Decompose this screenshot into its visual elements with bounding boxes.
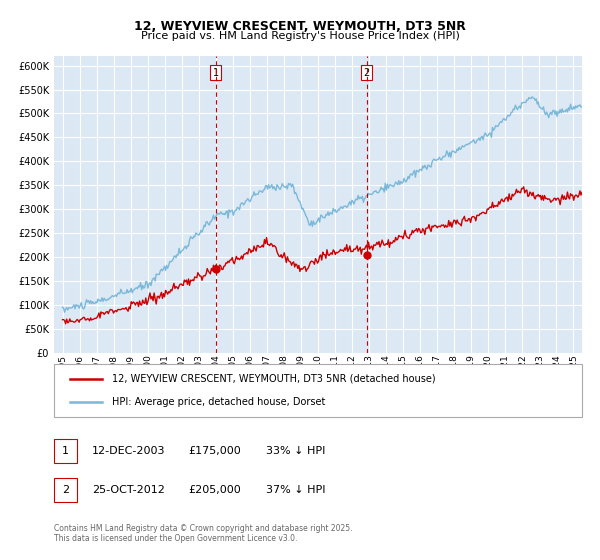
Text: 12, WEYVIEW CRESCENT, WEYMOUTH, DT3 5NR: 12, WEYVIEW CRESCENT, WEYMOUTH, DT3 5NR (134, 20, 466, 32)
Text: 25-OCT-2012: 25-OCT-2012 (92, 485, 164, 495)
Text: 12, WEYVIEW CRESCENT, WEYMOUTH, DT3 5NR (detached house): 12, WEYVIEW CRESCENT, WEYMOUTH, DT3 5NR … (112, 374, 436, 384)
Text: Price paid vs. HM Land Registry's House Price Index (HPI): Price paid vs. HM Land Registry's House … (140, 31, 460, 41)
Text: Contains HM Land Registry data © Crown copyright and database right 2025.
This d: Contains HM Land Registry data © Crown c… (54, 524, 353, 543)
Text: 2: 2 (364, 68, 370, 78)
Text: 2: 2 (62, 485, 69, 495)
Text: HPI: Average price, detached house, Dorset: HPI: Average price, detached house, Dors… (112, 397, 325, 407)
Text: 33% ↓ HPI: 33% ↓ HPI (266, 446, 325, 456)
Text: £205,000: £205,000 (188, 485, 241, 495)
Text: £175,000: £175,000 (188, 446, 241, 456)
Text: 12-DEC-2003: 12-DEC-2003 (92, 446, 166, 456)
Text: 37% ↓ HPI: 37% ↓ HPI (266, 485, 325, 495)
Text: 1: 1 (62, 446, 69, 456)
Text: 1: 1 (213, 68, 219, 78)
